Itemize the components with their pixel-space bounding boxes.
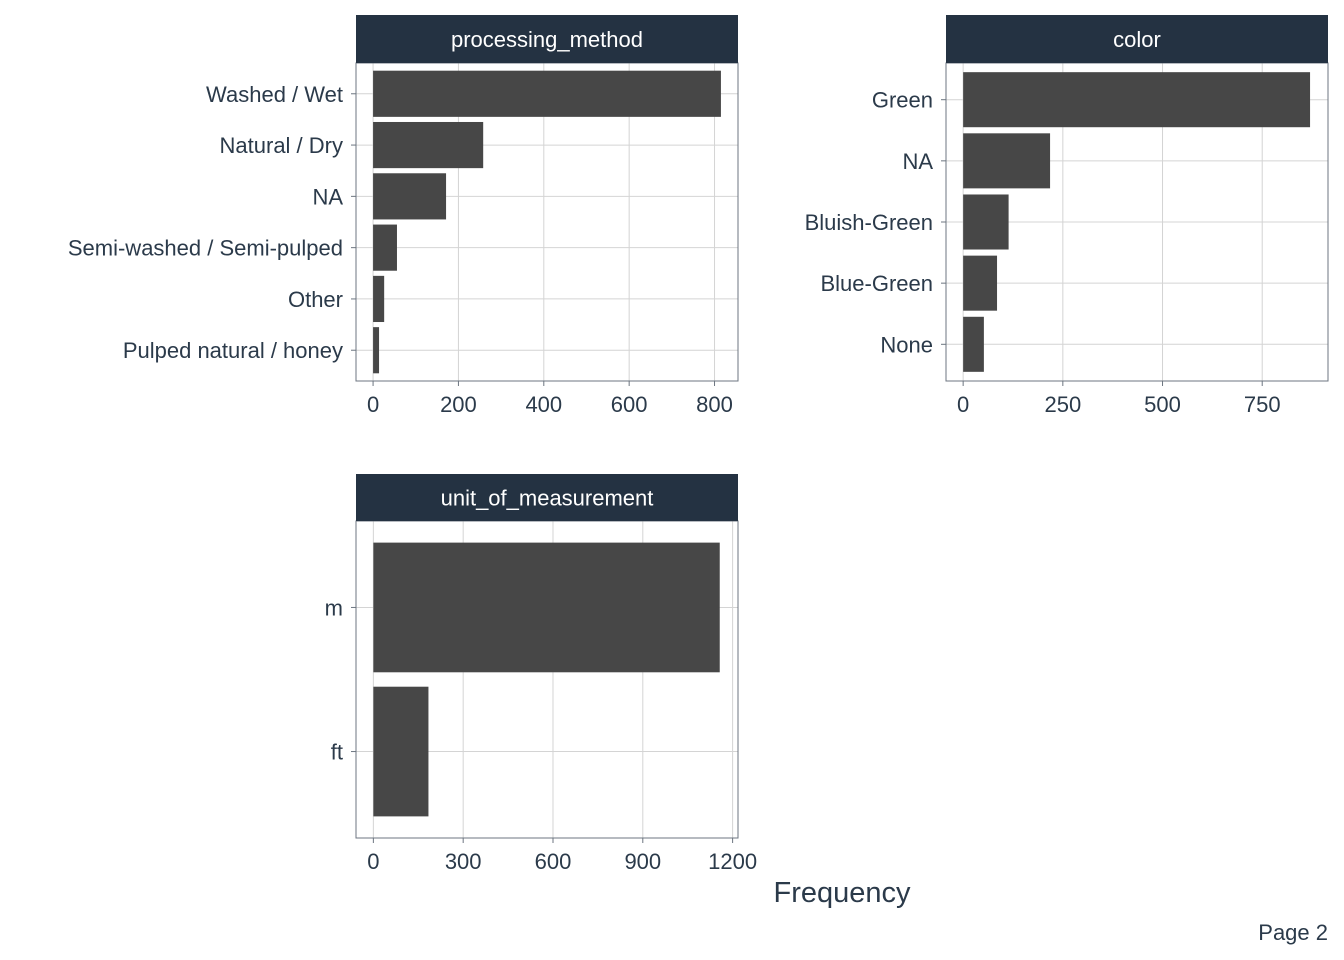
facet-title: color: [1113, 27, 1161, 52]
bar-1-1: [963, 133, 1051, 189]
facet-strip: [356, 15, 738, 63]
bar-2-1: [373, 686, 429, 817]
x-tick-label: 200: [440, 392, 477, 417]
bar-0-1: [373, 121, 484, 169]
x-axis-title: Frequency: [773, 877, 911, 909]
facet-title: processing_method: [451, 27, 643, 52]
facet-strip: [356, 474, 738, 521]
y-tick-label: Natural / Dry: [220, 133, 343, 158]
x-tick-label: 250: [1044, 392, 1081, 417]
facet-title: unit_of_measurement: [441, 486, 654, 511]
y-tick-label: Pulped natural / honey: [123, 338, 343, 363]
x-tick-label: 0: [367, 849, 379, 874]
page-number-label: Page 2: [1258, 920, 1328, 945]
bar-1-4: [963, 316, 984, 372]
x-tick-label: 0: [367, 392, 379, 417]
x-tick-label: 400: [525, 392, 562, 417]
bar-0-5: [373, 327, 380, 374]
facet-strip: [946, 15, 1328, 63]
y-tick-label: NA: [902, 149, 933, 174]
y-tick-label: m: [325, 595, 343, 620]
bar-0-4: [373, 275, 385, 323]
bar-1-3: [963, 255, 998, 311]
bar-2-0: [373, 542, 720, 673]
bar-0-3: [373, 224, 397, 271]
y-tick-label: Semi-washed / Semi-pulped: [68, 236, 343, 261]
bar-0-2: [373, 173, 447, 220]
y-tick-label: ft: [331, 740, 343, 765]
y-tick-label: Bluish-Green: [805, 210, 933, 235]
y-tick-label: NA: [312, 184, 343, 209]
bar-0-0: [373, 70, 721, 117]
y-tick-label: Washed / Wet: [206, 82, 343, 107]
x-tick-label: 300: [445, 849, 482, 874]
bar-1-2: [963, 194, 1009, 250]
y-tick-label: None: [880, 332, 933, 357]
x-tick-label: 750: [1244, 392, 1281, 417]
y-tick-label: Blue-Green: [820, 271, 933, 296]
bar-1-0: [963, 72, 1311, 128]
x-tick-label: 0: [957, 392, 969, 417]
x-tick-label: 800: [696, 392, 733, 417]
x-tick-label: 1200: [708, 849, 757, 874]
y-tick-label: Other: [288, 287, 343, 312]
x-tick-label: 500: [1144, 392, 1181, 417]
x-tick-label: 600: [535, 849, 572, 874]
x-tick-label: 900: [624, 849, 661, 874]
y-tick-label: Green: [872, 88, 933, 113]
x-tick-label: 600: [611, 392, 648, 417]
